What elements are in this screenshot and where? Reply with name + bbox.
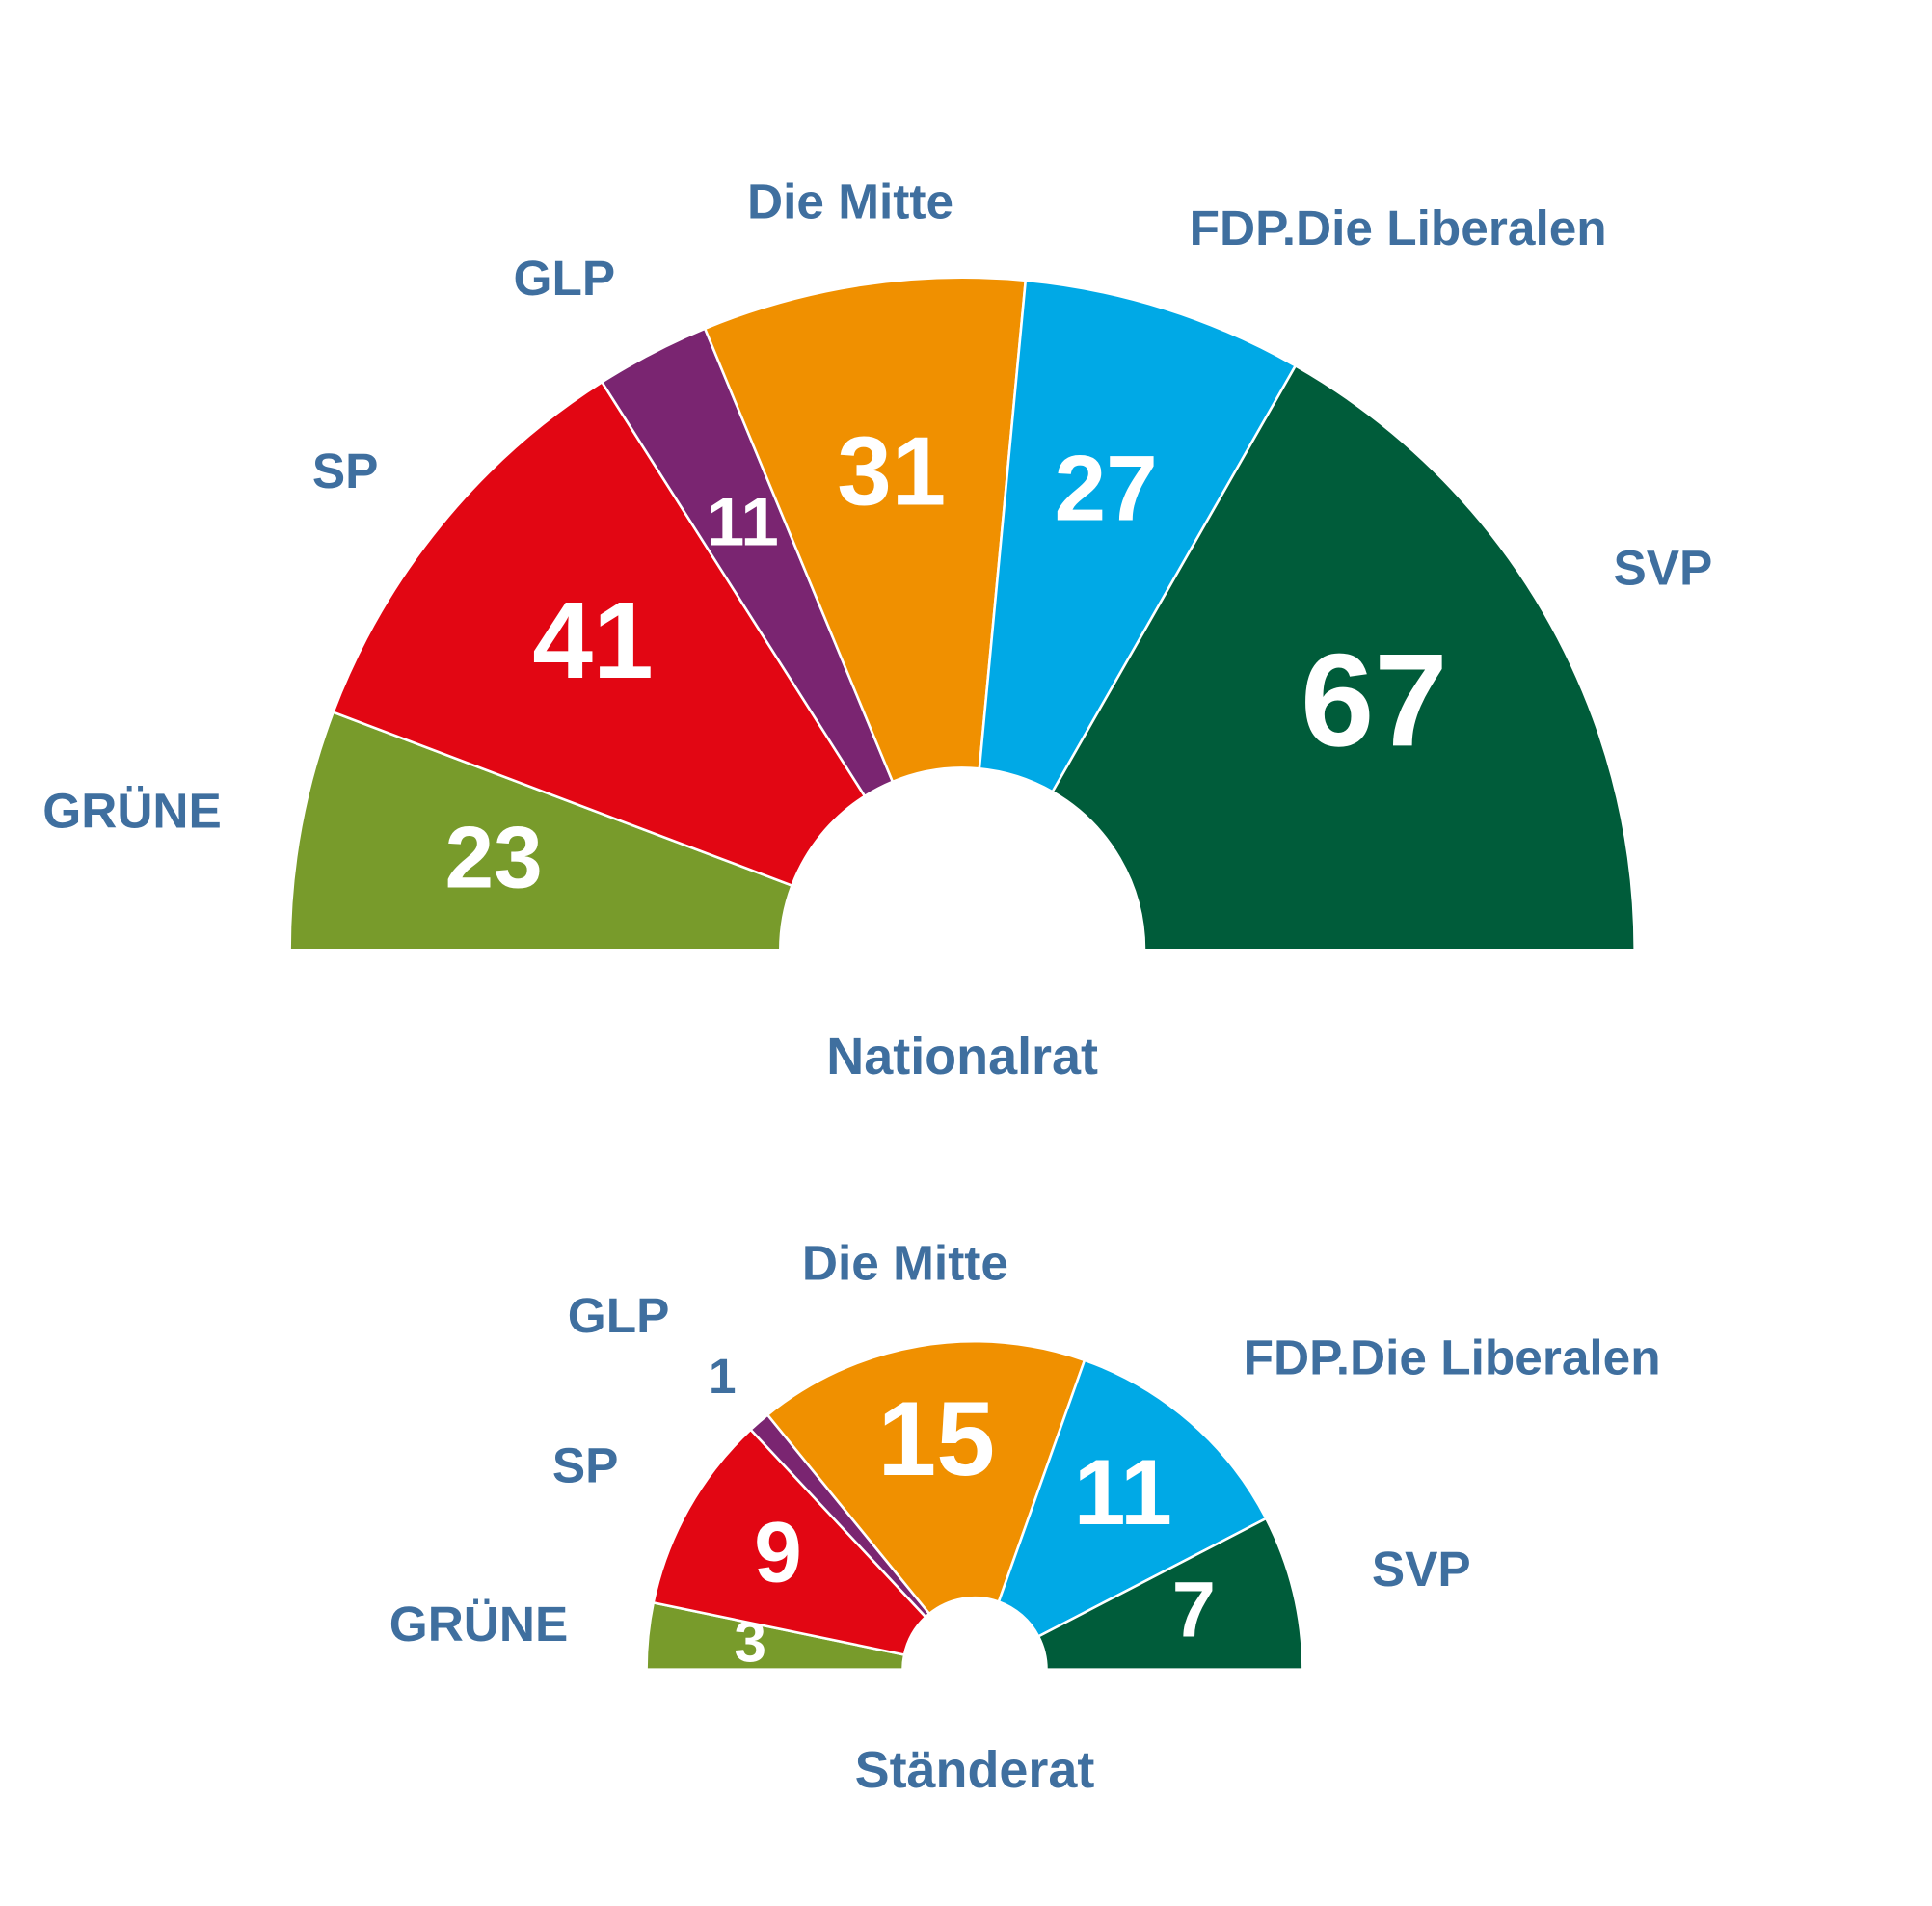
value-label: 41 <box>532 579 654 701</box>
segment-name: GRÜNE <box>42 783 222 839</box>
value-label: 11 <box>1074 1440 1172 1544</box>
segment-name: GLP <box>513 250 615 306</box>
value-label: 1 <box>709 1348 737 1404</box>
segment-name: Die Mitte <box>802 1234 1008 1290</box>
value-label: 15 <box>877 1381 995 1498</box>
segment <box>1050 363 1636 952</box>
value-label: 31 <box>837 416 946 526</box>
chart-title: Ständerat <box>855 1741 1095 1799</box>
segment <box>703 276 1028 784</box>
segment <box>652 1428 927 1657</box>
segment-name: SVP <box>1372 1541 1471 1597</box>
segment-name: SVP <box>1614 540 1713 596</box>
segment-name: SP <box>312 443 379 498</box>
segment-name: SP <box>552 1436 619 1492</box>
value-label: 11 <box>707 485 779 561</box>
segment <box>978 279 1298 794</box>
chart-title: Nationalrat <box>826 1028 1098 1086</box>
value-label: 23 <box>445 810 543 907</box>
segment <box>1036 1517 1304 1671</box>
value-label: 27 <box>1054 438 1157 541</box>
segment <box>997 1358 1268 1639</box>
segment-name: FDP.Die Liberalen <box>1244 1329 1661 1385</box>
segment <box>765 1339 1087 1616</box>
value-label: 9 <box>754 1504 802 1600</box>
segment <box>331 380 867 888</box>
segment <box>288 711 794 952</box>
segment-name: FDP.Die Liberalen <box>1190 200 1607 255</box>
segment-name: GLP <box>568 1287 670 1343</box>
value-label: 67 <box>1301 627 1448 774</box>
segment-name: Die Mitte <box>747 174 953 229</box>
value-label: 7 <box>1172 1567 1216 1654</box>
segment-name: GRÜNE <box>389 1596 569 1651</box>
